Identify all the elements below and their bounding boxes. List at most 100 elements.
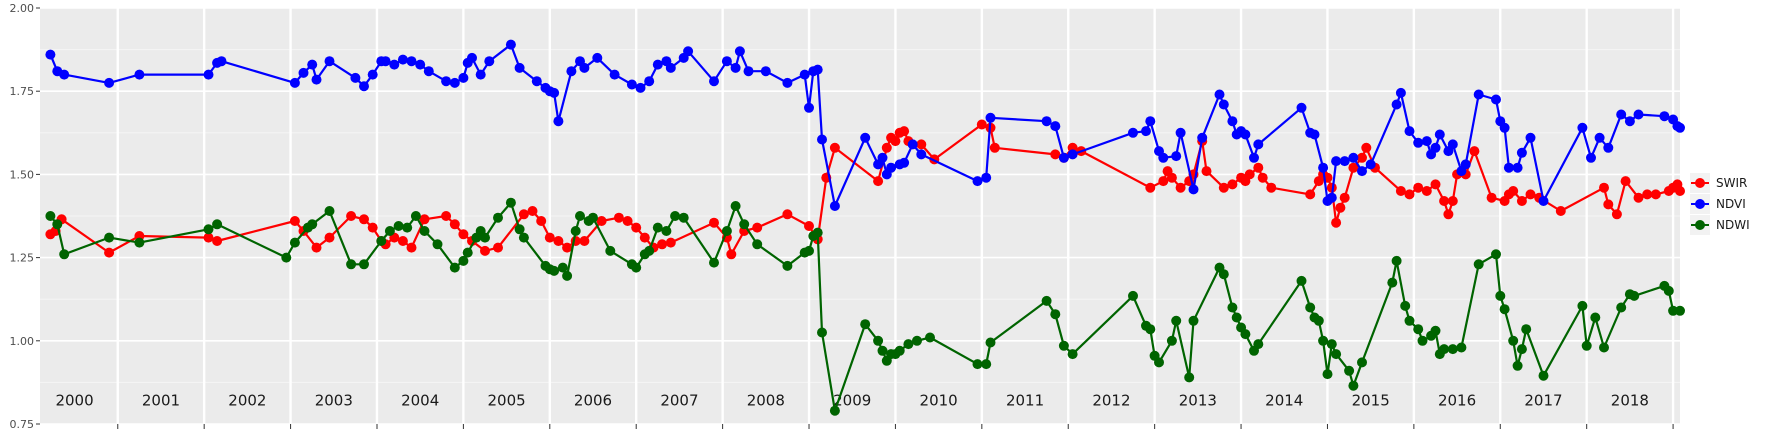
year-label: 2003	[315, 392, 353, 410]
data-point-swir	[1525, 189, 1536, 200]
data-point-ndvi	[1197, 132, 1208, 143]
data-point-swir	[518, 209, 529, 220]
data-point-ndwi	[873, 335, 884, 346]
data-point-ndvi	[397, 54, 408, 65]
data-point-ndwi	[402, 222, 413, 233]
data-point-ndvi	[1516, 147, 1527, 158]
data-point-ndwi	[1058, 340, 1069, 351]
data-point-ndwi	[562, 270, 573, 281]
data-point-swir	[976, 119, 987, 130]
data-point-ndvi	[104, 77, 115, 88]
series-ndwi	[45, 197, 1685, 416]
year-separator-lines	[116, 8, 1675, 424]
data-point-ndwi	[410, 211, 421, 221]
year-label: 2016	[1438, 392, 1476, 410]
data-point-ndwi	[1154, 357, 1164, 368]
data-point-ndvi	[1253, 139, 1264, 150]
year-label: 2013	[1179, 392, 1217, 410]
data-point-ndwi	[1491, 249, 1501, 260]
y-tick-label: 0.75	[10, 418, 35, 431]
data-point-ndvi	[1512, 162, 1523, 173]
data-point-ndwi	[894, 345, 905, 356]
data-point-ndvi	[1491, 94, 1501, 105]
data-point-swir	[1439, 196, 1450, 206]
data-point-ndwi	[557, 262, 568, 273]
y-tick-label: 1.50	[10, 168, 35, 181]
data-point-ndwi	[1387, 277, 1398, 288]
data-point-ndvi	[626, 79, 637, 90]
data-point-ndvi	[1603, 142, 1614, 153]
major-gridlines	[40, 7, 1680, 425]
data-point-ndwi	[1331, 349, 1342, 360]
data-point-ndvi	[782, 77, 793, 88]
data-point-ndvi	[467, 52, 477, 63]
data-point-ndwi	[359, 259, 369, 270]
year-label: 2002	[228, 392, 266, 410]
data-point-ndvi	[1430, 142, 1441, 153]
data-point-swir	[899, 126, 910, 137]
data-point-ndwi	[575, 211, 585, 221]
data-point-ndwi	[419, 226, 430, 236]
data-point-ndwi	[1318, 335, 1329, 346]
data-point-ndwi	[1499, 304, 1510, 315]
data-point-ndvi	[1041, 116, 1052, 127]
data-point-ndvi	[359, 81, 369, 92]
data-point-ndvi	[644, 76, 655, 87]
data-point-ndwi	[1240, 329, 1251, 340]
data-point-swir	[1555, 206, 1566, 216]
data-point-ndwi	[570, 226, 581, 236]
data-point-swir	[1145, 182, 1156, 193]
data-point-swir	[104, 247, 115, 258]
data-point-swir	[782, 209, 793, 220]
data-point-ndwi	[1166, 335, 1177, 346]
data-point-ndvi	[1633, 109, 1644, 120]
data-point-ndvi	[683, 46, 694, 57]
data-point-swir	[527, 206, 538, 216]
data-point-ndvi	[812, 64, 823, 75]
legend-item-swir: SWIR	[1690, 173, 1747, 193]
data-point-ndvi	[216, 56, 227, 67]
data-point-ndvi	[1171, 151, 1182, 162]
data-point-ndwi	[670, 211, 681, 221]
data-point-ndwi	[1668, 305, 1679, 316]
data-point-ndvi	[799, 69, 810, 80]
data-point-ndwi	[1322, 369, 1333, 380]
data-point-ndwi	[752, 239, 763, 250]
data-point-ndvi	[1616, 109, 1627, 120]
data-point-ndvi	[1460, 159, 1471, 170]
data-point-ndvi	[566, 66, 577, 77]
data-point-swir	[1335, 202, 1346, 213]
data-point-ndvi	[1214, 89, 1225, 100]
data-point-swir	[449, 219, 460, 230]
data-point-ndvi	[1058, 152, 1069, 163]
data-point-ndwi	[1590, 312, 1601, 323]
data-point-swir	[989, 142, 1000, 153]
year-label: 2007	[660, 392, 698, 410]
data-point-ndvi	[367, 69, 378, 80]
data-point-ndwi	[384, 226, 395, 236]
data-point-swir	[1227, 179, 1238, 190]
data-point-ndvi	[505, 39, 516, 50]
data-point-ndwi	[1516, 344, 1527, 355]
data-point-ndvi	[350, 72, 361, 83]
data-point-ndwi	[1404, 315, 1415, 326]
data-point-swir	[916, 139, 927, 150]
data-point-ndvi	[1447, 139, 1458, 150]
series-layer	[45, 39, 1685, 416]
data-point-ndvi	[972, 176, 983, 187]
data-point-swir	[480, 245, 490, 256]
data-point-ndvi	[134, 69, 145, 80]
data-point-swir	[1675, 186, 1685, 196]
data-point-swir	[359, 214, 369, 225]
data-point-ndwi	[505, 197, 516, 208]
data-point-ndwi	[1296, 275, 1307, 286]
data-point-ndvi	[1050, 121, 1061, 132]
data-point-ndwi	[860, 319, 871, 330]
y-tick-label: 2.00	[10, 2, 35, 15]
data-point-swir	[873, 176, 884, 187]
data-point-ndwi	[376, 236, 387, 246]
data-point-swir	[665, 237, 676, 248]
data-point-ndwi	[104, 232, 115, 243]
data-point-swir	[709, 217, 719, 228]
